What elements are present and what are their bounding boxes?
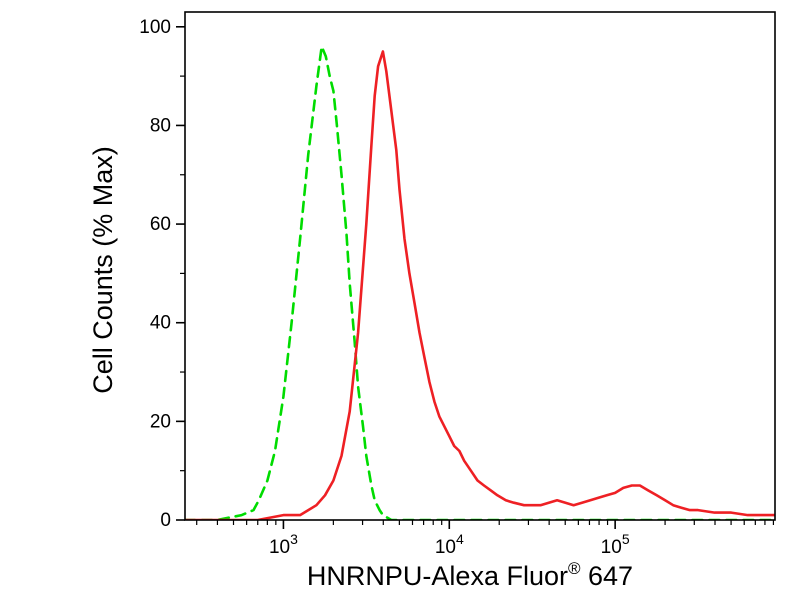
- x-tick-exponent: 5: [622, 531, 630, 547]
- x-tick-label: 103: [269, 531, 298, 558]
- registered-trademark-symbol: ®: [568, 559, 581, 578]
- y-tick-label: 20: [150, 411, 171, 432]
- x-tick-label: 104: [435, 531, 464, 558]
- x-axis-label: HNRNPU-Alexa Fluor® 647: [307, 559, 633, 591]
- y-tick-label: 100: [139, 17, 171, 38]
- x-axis-label-suffix: 647: [581, 561, 634, 591]
- y-tick-label: 80: [150, 115, 171, 136]
- data-series: [185, 45, 775, 520]
- y-tick-label: 0: [160, 510, 171, 531]
- x-tick-base: 10: [269, 537, 290, 558]
- y-tick-label: 40: [150, 313, 171, 334]
- x-tick-exponent: 3: [290, 531, 298, 547]
- x-tick-label: 105: [601, 531, 630, 558]
- hnrnpu-red-solid-curve: [185, 50, 775, 520]
- plot-frame: [184, 11, 776, 521]
- y-axis-label: Cell Counts (% Max): [88, 146, 118, 394]
- x-axis-label-main: HNRNPU-Alexa Fluor: [307, 561, 568, 591]
- x-tick-base: 10: [435, 537, 456, 558]
- plot-frame-layer: [184, 11, 776, 521]
- control-green-dashed-curve: [185, 45, 775, 520]
- y-tick-label: 60: [150, 214, 171, 235]
- x-tick-base: 10: [601, 537, 622, 558]
- x-tick-exponent: 4: [456, 531, 464, 547]
